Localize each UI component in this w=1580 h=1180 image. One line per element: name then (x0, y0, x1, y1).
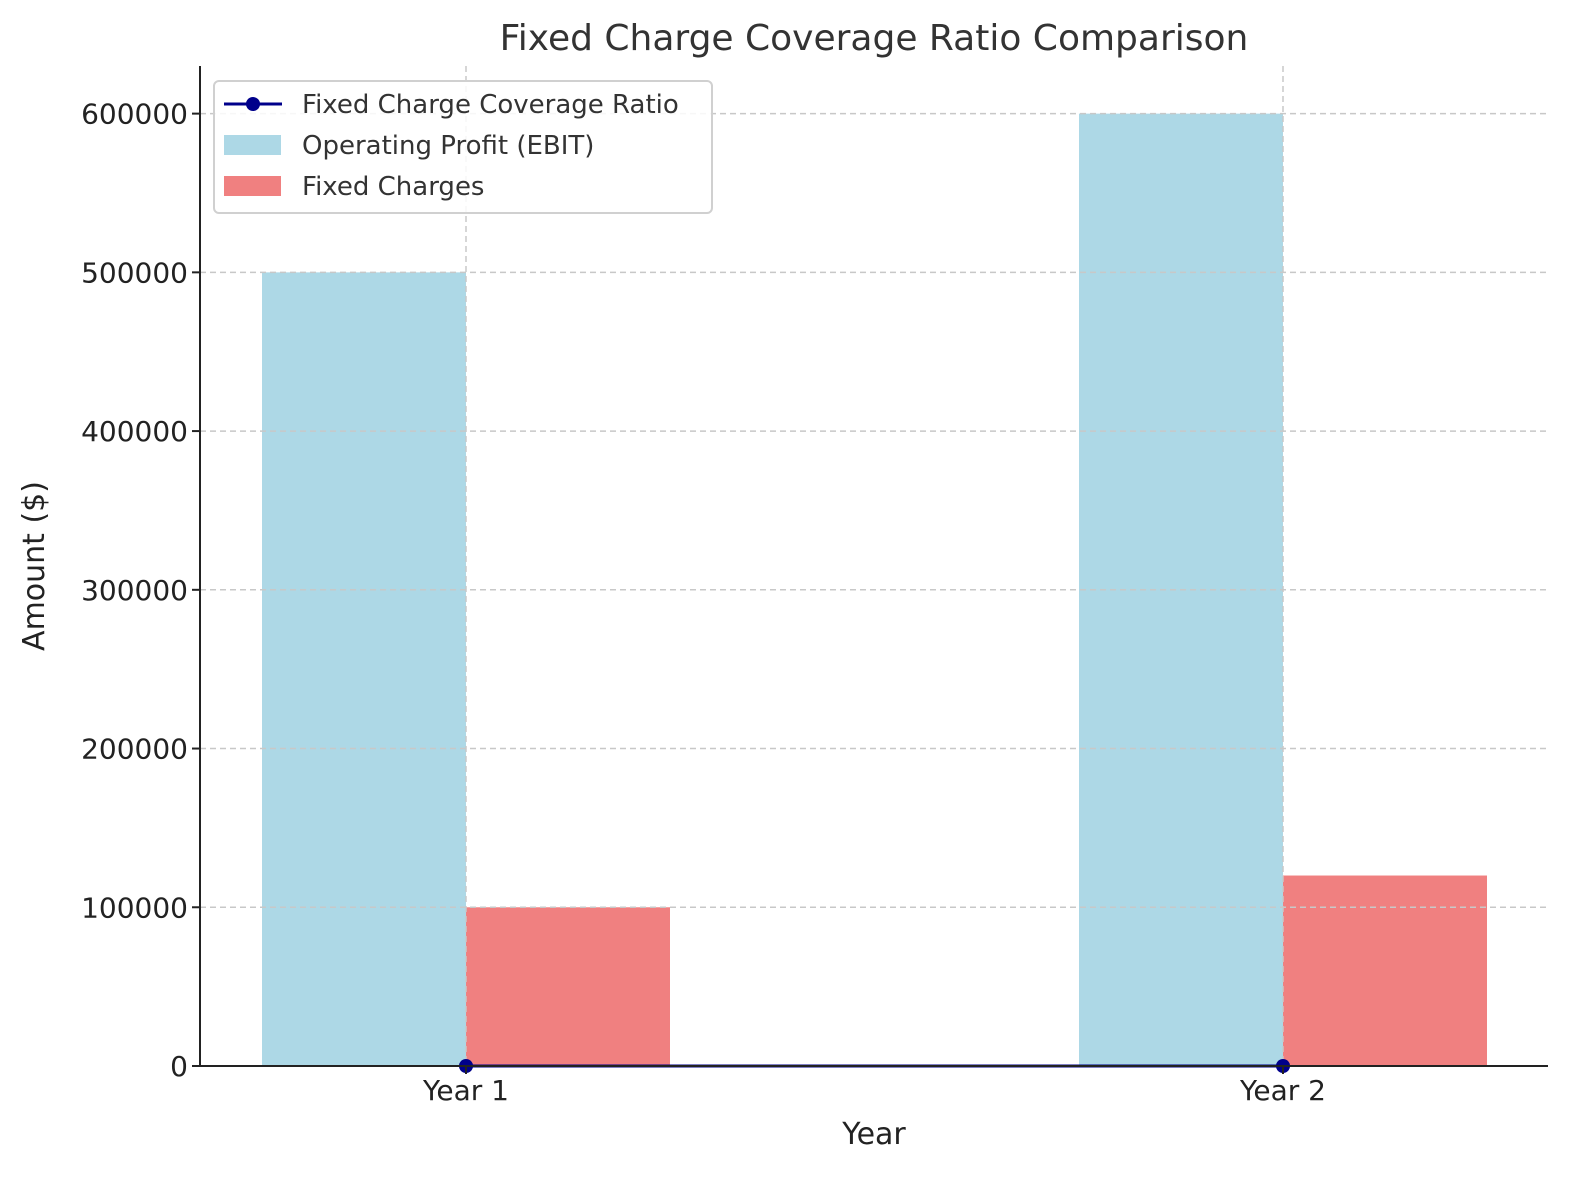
legend-swatch-fixed-charges (224, 176, 281, 196)
legend-entry-label: Fixed Charges (302, 172, 484, 202)
bar-fixed-charges-1 (466, 907, 670, 1066)
tick-labels: 0 100000 200000 300000 400000 500000 600000 Yea… (81, 98, 1326, 1107)
chart-title: Fixed Charge Coverage Ratio Comparison (500, 18, 1249, 59)
legend-entry-label: Operating Profit (EBIT) (302, 131, 594, 161)
y-tick-label: 0 (170, 1050, 188, 1083)
bar-ebit-1 (262, 272, 466, 1066)
y-tick-label: 200000 (81, 733, 188, 766)
y-tick-label: 100000 (81, 891, 188, 924)
legend-swatch-ebit (224, 135, 281, 155)
y-axis-label: Amount ($) (17, 481, 52, 651)
legend-entry-label: Fixed Charge Coverage Ratio (302, 90, 679, 120)
legend: Fixed Charge Coverage Ratio Operating Pro… (213, 80, 713, 214)
axes (199, 66, 1548, 1067)
x-tick-label: Year 1 (422, 1074, 509, 1107)
y-tick-label: 400000 (81, 415, 188, 448)
legend-box (213, 80, 713, 214)
y-tick-label: 500000 (81, 256, 188, 289)
grid-lines (200, 66, 1548, 1066)
legend-swatch-ratio-marker (246, 97, 260, 111)
bar-fixed-charges-2 (1283, 875, 1487, 1066)
x-tick-label: Year 2 (1239, 1074, 1326, 1107)
y-tick-label: 300000 (81, 574, 188, 607)
y-tick-label: 600000 (81, 98, 188, 131)
x-axis-label: Year (841, 1117, 906, 1152)
